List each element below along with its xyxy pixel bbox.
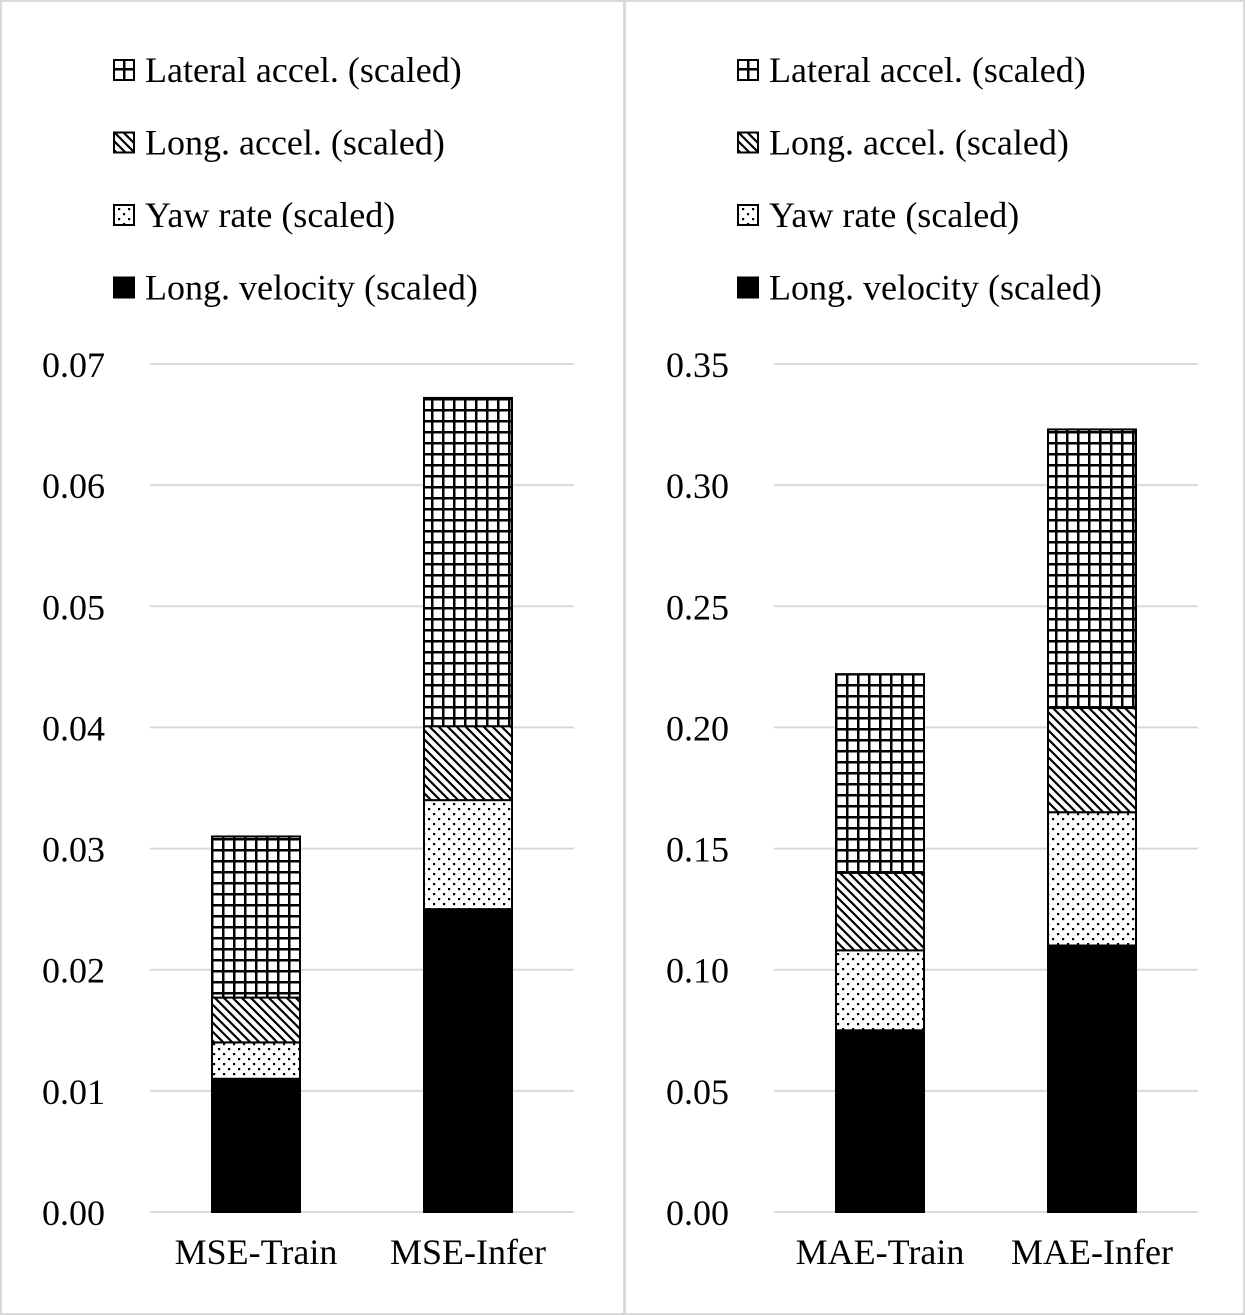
y-tick-label: 0.06 [42,466,105,506]
legend-label: Long. accel. (scaled) [145,123,445,163]
y-tick-label: 0.05 [666,1072,729,1112]
y-tick-label: 0.10 [666,951,729,991]
y-tick-label: 0.02 [42,951,105,991]
bar-segment [835,673,925,874]
y-tick-label: 0.05 [42,587,105,627]
x-category-label: MSE-Infer [390,1232,546,1272]
bar-segment [211,996,301,1044]
legend: Lateral accel. (scaled) Long. accel. (sca… [737,50,1102,308]
bar-segment [423,799,513,911]
y-tick-label: 0.00 [42,1193,105,1233]
mae-chart-panel: Lateral accel. (scaled) Long. accel. (sca… [624,0,1245,1315]
legend-item: Long. velocity (scaled) [737,268,1102,308]
bar-segment [1047,428,1137,710]
legend-item: Long. accel. (scaled) [113,123,445,163]
legend-label: Long. accel. (scaled) [769,123,1069,163]
legend-label: Lateral accel. (scaled) [769,50,1086,90]
mse-chart: Lateral accel. (scaled) Long. accel. (sca… [42,50,574,1272]
bar-segment [835,871,925,952]
legend-label: Yaw rate (scaled) [145,195,395,235]
legend-item: Long. velocity (scaled) [113,268,478,308]
bar-segment [211,835,301,999]
y-tick-label: 0.00 [666,1193,729,1233]
bar-segment [835,949,925,1032]
legend-swatch [737,131,759,154]
legend-item: Lateral accel. (scaled) [113,50,462,90]
bar-segment [1047,707,1137,814]
legend-swatch [737,59,759,81]
y-tick-label: 0.01 [42,1072,105,1112]
legend-item: Yaw rate (scaled) [113,195,395,235]
bar-segment [423,396,513,728]
legend-label: Yaw rate (scaled) [769,195,1019,235]
legend: Lateral accel. (scaled) Long. accel. (sca… [113,50,478,308]
legend-swatch [113,276,135,299]
x-category-label: MAE-Train [796,1232,965,1272]
y-tick-label: 0.35 [666,345,729,385]
y-tick-label: 0.04 [42,708,105,748]
bar-segment [423,725,513,802]
y-tick-label: 0.07 [42,345,105,385]
legend-item: Long. accel. (scaled) [737,123,1069,163]
bar-segment [1047,944,1137,1213]
y-tick-label: 0.20 [666,708,729,748]
legend-swatch [113,131,135,154]
legend-label: Long. velocity (scaled) [769,268,1102,308]
y-tick-label: 0.30 [666,466,729,506]
y-tick-label: 0.15 [666,830,729,870]
mae-chart: Lateral accel. (scaled) Long. accel. (sca… [666,50,1198,1272]
legend-swatch [113,59,135,81]
legend-swatch [737,204,759,226]
legend-item: Lateral accel. (scaled) [737,50,1086,90]
y-tick-label: 0.25 [666,587,729,627]
legend-label: Long. velocity (scaled) [145,268,478,308]
legend-swatch [737,276,759,299]
bar-segment [211,1041,301,1080]
x-category-label: MSE-Train [175,1232,338,1272]
mse-chart-panel: Lateral accel. (scaled) Long. accel. (sca… [0,0,625,1315]
bar-segment [1047,811,1137,947]
legend-swatch [113,204,135,226]
bar-segment [423,908,513,1214]
legend-item: Yaw rate (scaled) [737,195,1019,235]
bar-segment [835,1029,925,1214]
x-category-label: MAE-Infer [1011,1232,1173,1272]
legend-label: Lateral accel. (scaled) [145,50,462,90]
y-tick-label: 0.03 [42,830,105,870]
bar-segment [211,1077,301,1213]
